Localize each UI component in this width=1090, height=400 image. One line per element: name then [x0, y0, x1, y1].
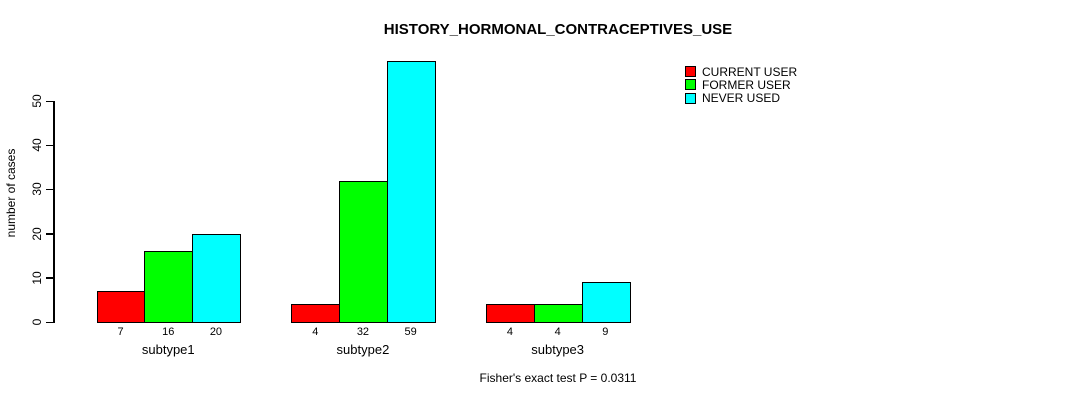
bar-value-label: 4: [554, 326, 561, 338]
bar-value-label: 4: [506, 326, 513, 338]
bar-value-label: 7: [117, 326, 124, 338]
bar-current-user-subtype2: [291, 304, 340, 323]
y-tick-label: 0: [30, 318, 44, 326]
y-tick-mark: [46, 100, 53, 102]
legend-item-never-used: NEVER USED: [685, 91, 797, 106]
category-label-subtype2: subtype2: [336, 342, 390, 357]
legend-label-former-user: FORMER USER: [702, 77, 791, 92]
bar-value-label: 4: [312, 326, 319, 338]
bar-value-label: 16: [162, 326, 175, 338]
y-tick-label: 40: [30, 138, 44, 152]
legend-swatch-never-used: [685, 92, 696, 104]
legend: CURRENT USER FORMER USER NEVER USED: [685, 65, 797, 105]
category-label-subtype1: subtype1: [141, 342, 195, 357]
legend-swatch-former-user: [685, 79, 696, 91]
y-tick-mark: [46, 233, 53, 235]
bar-current-user-subtype3: [486, 304, 535, 323]
bar-value-label: 20: [209, 326, 223, 338]
chart-title: HISTORY_HORMONAL_CONTRACEPTIVES_USE: [383, 21, 733, 38]
y-tick-label: 30: [30, 182, 44, 197]
y-tick-mark: [46, 277, 53, 279]
y-tick-mark: [46, 144, 53, 147]
legend-label-never-used: NEVER USED: [702, 91, 781, 106]
y-tick-label: 20: [30, 226, 44, 241]
y-tick-label: 50: [30, 94, 44, 108]
bar-current-user-subtype1: [97, 291, 146, 323]
legend-swatch-current-user: [685, 66, 696, 78]
y-tick-label: 10: [30, 271, 44, 285]
legend-item-current-user: CURRENT USER: [685, 64, 798, 79]
footer-annotation: Fisher's exact test P = 0.0311: [479, 371, 637, 385]
y-tick-mark: [46, 188, 53, 191]
bar-never-used-subtype3: [582, 282, 631, 323]
bar-value-label: 9: [602, 326, 609, 338]
category-label-subtype3: subtype3: [531, 342, 585, 357]
bar-former-user-subtype1: [144, 251, 193, 323]
bar-former-user-subtype2: [339, 180, 388, 323]
legend-item-former-user: FORMER USER: [685, 77, 797, 92]
y-axis-line: [53, 101, 55, 323]
bar-value-label: 32: [356, 326, 370, 338]
bar-former-user-subtype3: [534, 304, 583, 323]
legend-label-current-user: CURRENT USER: [702, 64, 798, 79]
bar-never-used-subtype2: [387, 61, 436, 323]
bar-value-label: 59: [404, 326, 417, 338]
y-tick-mark: [46, 321, 53, 323]
bar-never-used-subtype1: [192, 233, 241, 323]
